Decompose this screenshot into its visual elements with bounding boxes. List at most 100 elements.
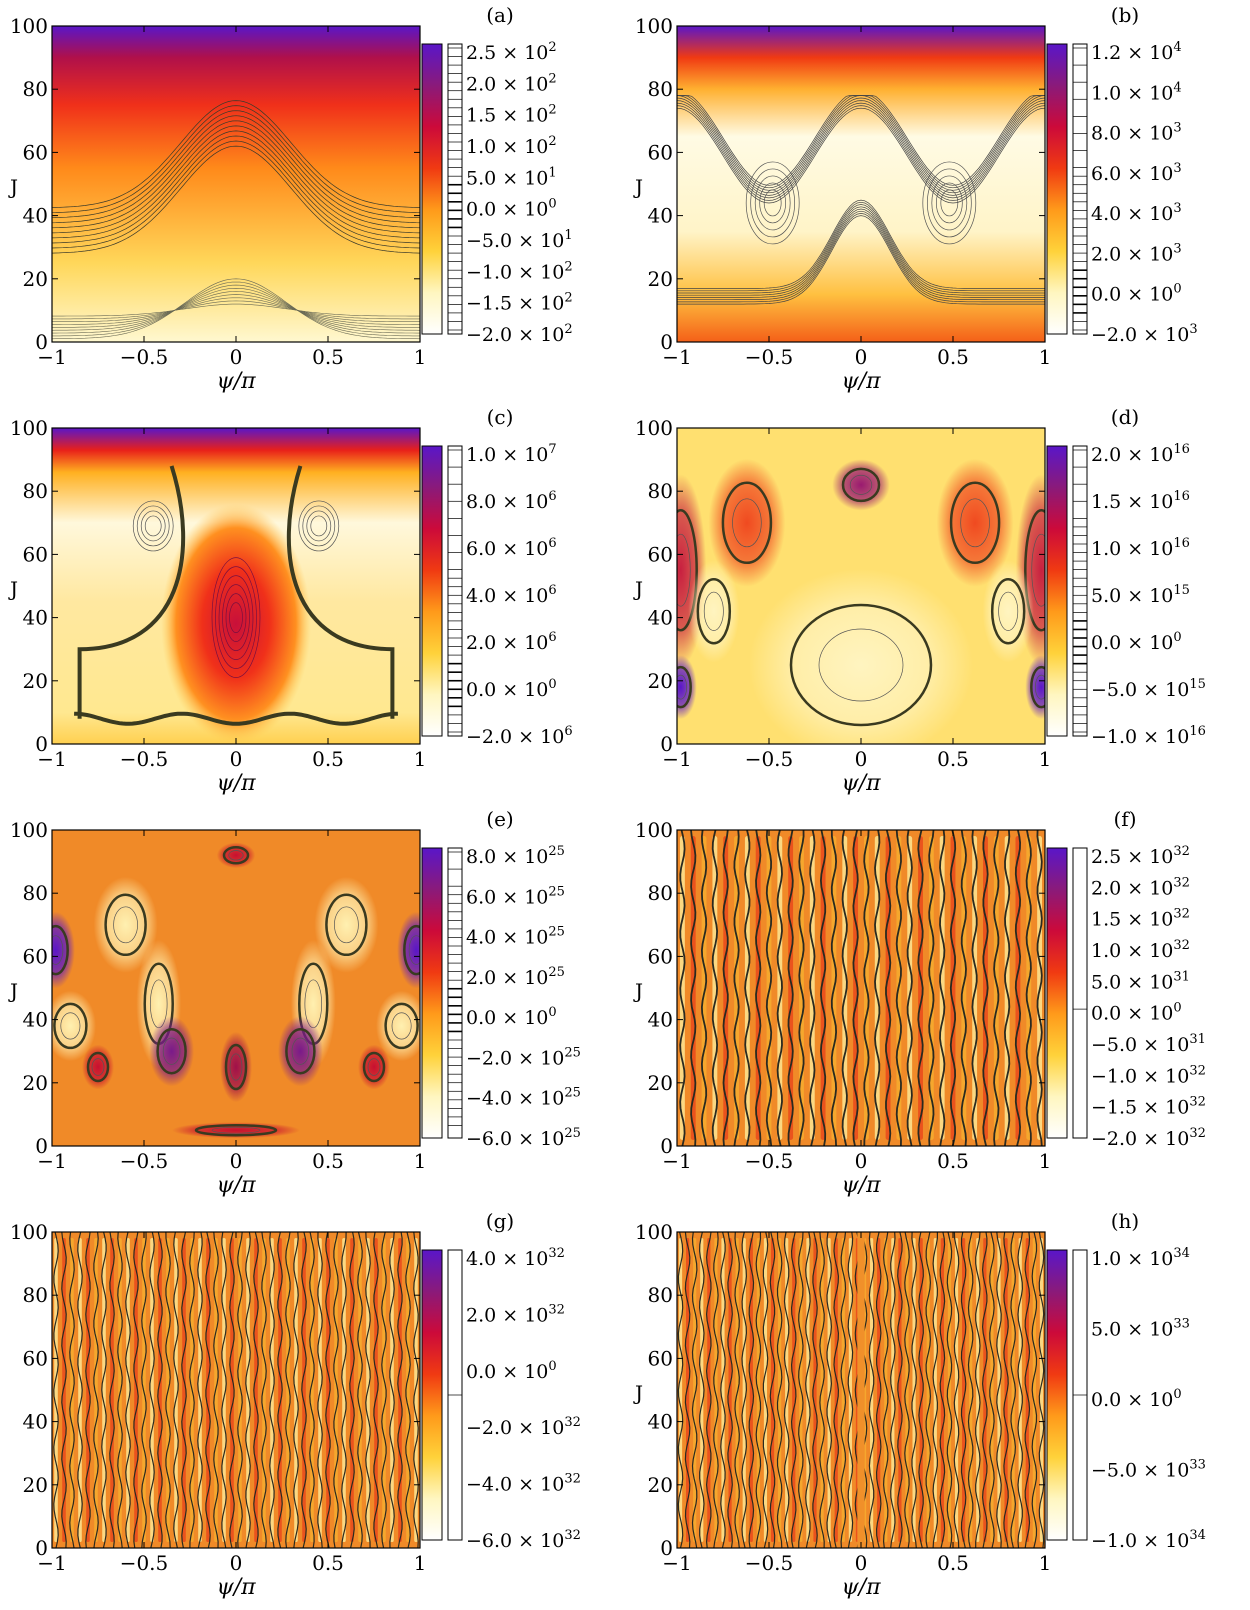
chart-panel-f: 0 20 40 60 80 100 −1 −0.5 0 0.5 1 ψ/π J (f) 2.5 × 1032… — [625, 804, 1250, 1206]
y-tick-label: 100 — [635, 14, 673, 38]
colorbar-tick-label: 4.0 × 103 — [1091, 201, 1182, 225]
y-tick-label: 80 — [23, 479, 48, 503]
colorbar-tick-label: 5.0 × 1015 — [1091, 583, 1190, 607]
chart-panel-b: 0 20 40 60 80 100 −1 −0.5 0 0.5 1 ψ/π J (b) 1.2 × 104 1… — [625, 0, 1250, 402]
x-tick-label: 0 — [230, 747, 243, 771]
x-tick-label: −1 — [37, 747, 66, 771]
y-tick-label: 60 — [23, 542, 48, 566]
colorbar-tick-label: −2.0 × 1032 — [1091, 1126, 1206, 1150]
colorbar-tick-label: 1.2 × 104 — [1091, 40, 1182, 64]
x-tick-label: 0 — [230, 1551, 243, 1575]
colorbar-tick-label: 2.0 × 103 — [1091, 241, 1182, 265]
colorbar-tick-label: 5.0 × 1033 — [1091, 1317, 1190, 1341]
x-tick-label: 0 — [230, 345, 243, 369]
x-tick-label: −0.5 — [120, 1551, 169, 1575]
x-tick-label: 0 — [855, 345, 868, 369]
colorbar-tick-label: 0.0 × 100 — [466, 1359, 557, 1383]
colorbar-tick-label: 4.0 × 106 — [466, 583, 557, 607]
y-tick-label: 80 — [648, 881, 673, 905]
x-axis-label: ψ/π — [216, 771, 256, 796]
heatmap-field — [52, 830, 420, 1146]
x-tick-label: −0.5 — [745, 345, 794, 369]
chart-svg: 0 20 40 60 80 100 −1 −0.5 0 0.5 1 ψ/π J (h) 1.0 × 1034… — [633, 1209, 1206, 1600]
y-tick-label: 40 — [23, 1008, 48, 1032]
colorbar-tick-label: 8.0 × 106 — [466, 489, 557, 513]
panel-label: (d) — [1111, 405, 1139, 429]
colorbar-tick-label: 1.0 × 102 — [466, 134, 557, 158]
y-tick-label: 0 — [660, 1536, 673, 1560]
chart-svg: 0 20 40 60 80 100 −1 −0.5 0 0.5 1 ψ/π J (c) 1.0 × 107 8… — [8, 405, 573, 796]
colorbar — [421, 1249, 443, 1541]
y-tick-label: 0 — [660, 732, 673, 756]
x-axis-label: ψ/π — [841, 369, 881, 394]
colorbar-tick-label: 2.0 × 106 — [466, 630, 557, 654]
y-axis-label: J — [8, 577, 18, 601]
colorbar — [421, 445, 443, 737]
x-tick-label: 0 — [230, 1149, 243, 1173]
x-tick-label: 1 — [1039, 1551, 1052, 1575]
y-axis-label: J — [633, 979, 643, 1003]
y-tick-label: 40 — [648, 1410, 673, 1434]
y-tick-label: 80 — [648, 479, 673, 503]
x-tick-label: 1 — [414, 1551, 427, 1575]
x-tick-label: 0.5 — [312, 1551, 344, 1575]
colorbar-tick-label: 2.0 × 1032 — [1091, 875, 1190, 899]
y-axis-label: J — [8, 979, 18, 1003]
colorbar-tick-label: −1.0 × 1032 — [1091, 1063, 1206, 1087]
y-axis-label: J — [633, 577, 643, 601]
contour-level-ladder — [1072, 847, 1088, 1139]
x-tick-label: 0.5 — [937, 1551, 969, 1575]
colorbar-tick-label: 1.5 × 102 — [466, 103, 557, 127]
x-tick-label: −0.5 — [745, 1551, 794, 1575]
heatmap-field — [677, 428, 1045, 744]
contour-level-ladder — [447, 43, 463, 335]
colorbar-tick-label: −5.0 × 1015 — [1091, 677, 1206, 701]
colorbar-tick-label: −2.0 × 102 — [466, 322, 573, 346]
colorbar-tick-label: −5.0 × 1031 — [1091, 1032, 1206, 1056]
x-tick-label: −0.5 — [120, 345, 169, 369]
y-tick-label: 40 — [648, 204, 673, 228]
y-tick-label: 0 — [35, 1134, 48, 1158]
y-tick-label: 80 — [23, 1283, 48, 1307]
colorbar-tick-label: 0.0 × 100 — [466, 197, 557, 221]
contour-level-ladder — [1072, 445, 1088, 737]
chart-panel-d: 0 20 40 60 80 100 −1 −0.5 0 0.5 1 ψ/π J (d) 2.0 × 1016… — [625, 402, 1250, 804]
heatmap-field — [52, 428, 420, 744]
colorbar-tick-label: 2.0 × 1016 — [1091, 442, 1190, 466]
colorbar-tick-label: 8.0 × 103 — [1091, 121, 1182, 145]
colorbar-tick-label: −5.0 × 101 — [466, 228, 573, 252]
x-tick-label: −1 — [662, 747, 691, 771]
x-tick-label: −1 — [37, 345, 66, 369]
chart-panel-h: 0 20 40 60 80 100 −1 −0.5 0 0.5 1 ψ/π J (h) 1.0 × 1034… — [625, 1206, 1250, 1608]
heatmap-field — [677, 26, 1045, 342]
colorbar-tick-label: 1.0 × 104 — [1091, 80, 1182, 104]
y-tick-label: 20 — [23, 669, 48, 693]
heatmap-field — [52, 1232, 420, 1548]
colorbar-tick-label: 5.0 × 1031 — [1091, 969, 1190, 993]
y-tick-label: 60 — [23, 944, 48, 968]
colorbar-tick-label: 2.5 × 102 — [466, 40, 557, 64]
colorbar-tick-label: 2.0 × 1032 — [466, 1302, 565, 1326]
panel-label: (h) — [1111, 1209, 1140, 1233]
x-tick-label: 0.5 — [937, 747, 969, 771]
x-tick-label: 0.5 — [312, 747, 344, 771]
y-tick-label: 60 — [648, 944, 673, 968]
x-tick-label: 0 — [855, 747, 868, 771]
heatmap-field — [52, 26, 420, 342]
y-tick-label: 0 — [35, 1536, 48, 1560]
x-tick-label: −0.5 — [120, 747, 169, 771]
x-tick-label: 0.5 — [937, 1149, 969, 1173]
y-tick-label: 60 — [23, 1346, 48, 1370]
panel-label: (b) — [1111, 3, 1139, 27]
colorbar-tick-label: 1.5 × 1032 — [1091, 907, 1190, 931]
x-tick-label: 0.5 — [937, 345, 969, 369]
panel-label: (e) — [486, 807, 513, 831]
y-tick-label: 80 — [648, 1283, 673, 1307]
y-tick-label: 100 — [635, 416, 673, 440]
y-tick-label: 20 — [23, 1473, 48, 1497]
colorbar-tick-label: −6.0 × 1032 — [466, 1528, 581, 1552]
colorbar — [1046, 1249, 1068, 1541]
colorbar-tick-label: 6.0 × 1025 — [466, 884, 565, 908]
y-tick-label: 0 — [35, 732, 48, 756]
colorbar-tick-label: −5.0 × 1033 — [1091, 1458, 1206, 1482]
